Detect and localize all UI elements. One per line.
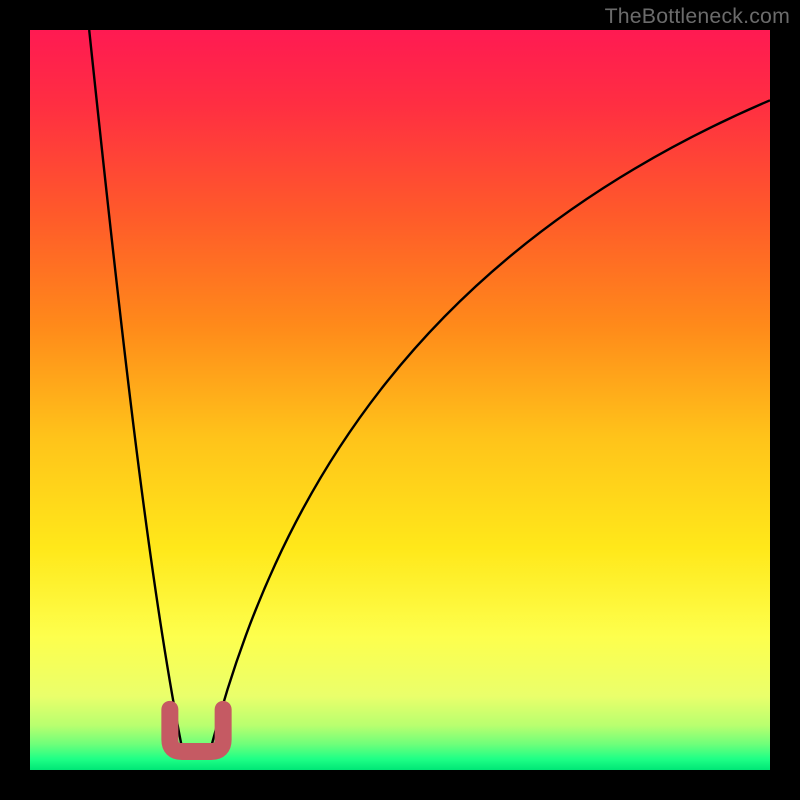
chart-stage: TheBottleneck.com: [0, 0, 800, 800]
chart-svg: [0, 0, 800, 800]
watermark-text: TheBottleneck.com: [605, 4, 790, 29]
plot-area: [30, 30, 770, 770]
